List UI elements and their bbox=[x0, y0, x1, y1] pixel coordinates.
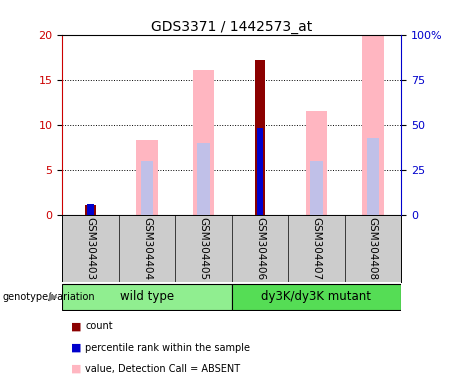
Text: GSM304405: GSM304405 bbox=[198, 217, 208, 280]
Bar bbox=[85, 205, 95, 215]
Bar bbox=[256, 128, 263, 215]
Text: genotype/variation: genotype/variation bbox=[2, 291, 95, 302]
Text: ▶: ▶ bbox=[49, 291, 58, 302]
Title: GDS3371 / 1442573_at: GDS3371 / 1442573_at bbox=[151, 20, 312, 33]
Text: dy3K/dy3K mutant: dy3K/dy3K mutant bbox=[261, 290, 372, 303]
Text: ■: ■ bbox=[71, 364, 82, 374]
Text: wild type: wild type bbox=[120, 290, 174, 303]
FancyBboxPatch shape bbox=[62, 284, 231, 310]
Bar bbox=[310, 161, 323, 215]
Bar bbox=[306, 111, 327, 215]
Bar bbox=[141, 161, 153, 215]
Text: value, Detection Call = ABSENT: value, Detection Call = ABSENT bbox=[85, 364, 240, 374]
Bar bbox=[366, 138, 379, 215]
Bar bbox=[136, 140, 158, 215]
Text: percentile rank within the sample: percentile rank within the sample bbox=[85, 343, 250, 353]
FancyBboxPatch shape bbox=[231, 284, 401, 310]
Bar bbox=[362, 35, 384, 215]
Bar bbox=[197, 143, 210, 215]
Text: ■: ■ bbox=[71, 321, 82, 331]
Bar bbox=[87, 204, 94, 215]
Bar bbox=[193, 70, 214, 215]
Text: count: count bbox=[85, 321, 113, 331]
Text: GSM304407: GSM304407 bbox=[311, 217, 321, 280]
Text: GSM304406: GSM304406 bbox=[255, 217, 265, 280]
Text: ■: ■ bbox=[71, 343, 82, 353]
Bar bbox=[255, 60, 265, 215]
Text: GSM304403: GSM304403 bbox=[85, 217, 95, 280]
Text: GSM304404: GSM304404 bbox=[142, 217, 152, 280]
Text: GSM304408: GSM304408 bbox=[368, 217, 378, 280]
